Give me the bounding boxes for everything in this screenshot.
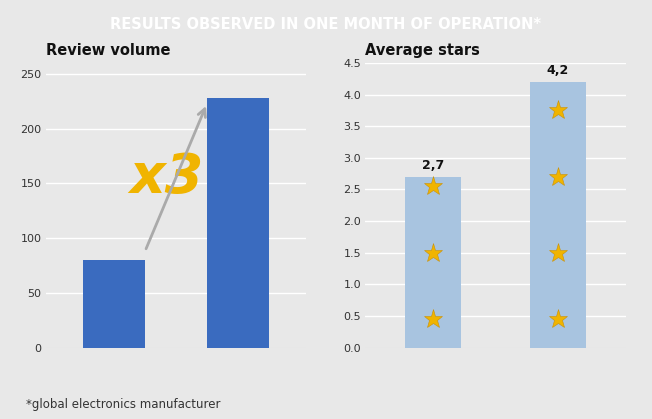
- Bar: [83, 260, 145, 348]
- Text: 2,7: 2,7: [422, 159, 445, 172]
- Bar: [207, 98, 269, 348]
- Text: x3: x3: [129, 151, 203, 205]
- Text: RESULTS OBSERVED IN ONE MONTH OF OPERATION*: RESULTS OBSERVED IN ONE MONTH OF OPERATI…: [110, 17, 542, 32]
- Bar: [406, 177, 462, 348]
- Bar: [529, 82, 585, 348]
- Text: Review volume: Review volume: [46, 42, 170, 57]
- Text: *global electronics manufacturer: *global electronics manufacturer: [26, 398, 220, 411]
- Text: 4,2: 4,2: [546, 65, 569, 78]
- Text: Average stars: Average stars: [365, 42, 480, 57]
